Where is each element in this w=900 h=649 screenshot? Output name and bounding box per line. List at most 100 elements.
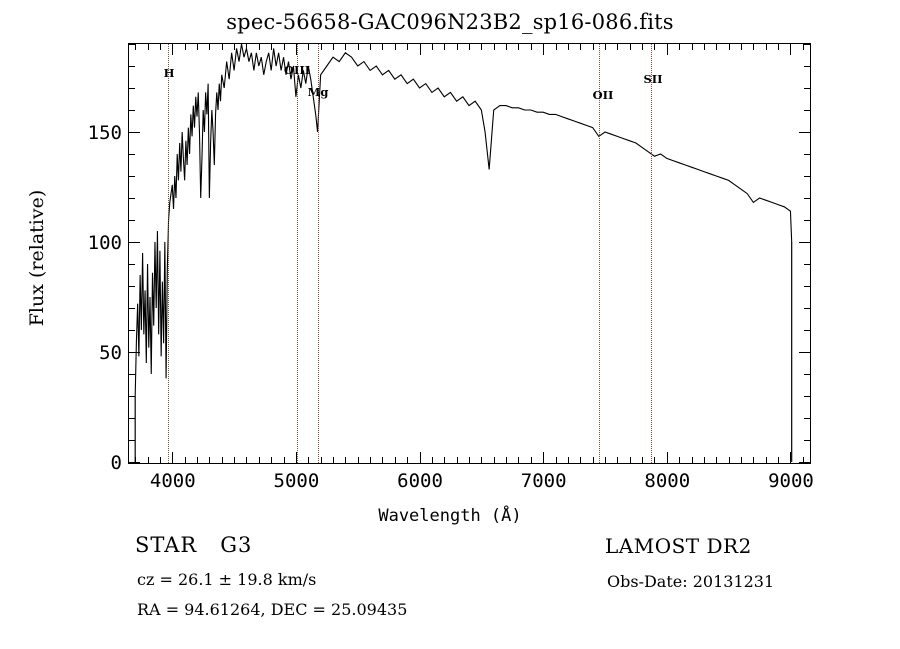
line-label-sii: SII: [643, 72, 663, 86]
minor-x-tick: [753, 44, 755, 50]
line-label-oii: OII: [592, 88, 614, 102]
minor-x-tick: [802, 457, 804, 463]
minor-x-tick: [506, 457, 508, 463]
object-type-and-subclass: STAR G3: [135, 533, 253, 557]
major-x-tick: [172, 452, 174, 463]
y-tick-label: 50: [99, 341, 122, 364]
line-marker-oiii: [296, 44, 298, 463]
minor-x-tick: [629, 457, 631, 463]
minor-y-tick: [129, 88, 135, 89]
page-title: spec-56658-GAC096N23B2_sp16-086.fits: [226, 10, 674, 34]
major-y-tick: [129, 462, 140, 463]
minor-x-tick: [469, 44, 470, 50]
major-x-tick: [295, 452, 297, 463]
minor-x-tick: [802, 44, 804, 50]
minor-x-tick: [493, 44, 495, 50]
minor-x-tick: [197, 457, 198, 463]
minor-x-tick: [518, 44, 520, 50]
minor-x-tick: [469, 457, 470, 463]
minor-x-tick: [703, 44, 705, 50]
minor-y-tick: [129, 44, 135, 45]
major-y-tick: [799, 242, 810, 243]
minor-x-tick: [654, 44, 656, 50]
minor-x-tick: [271, 457, 273, 463]
minor-x-tick: [345, 44, 347, 50]
major-x-tick: [543, 44, 545, 55]
minor-x-tick: [567, 457, 569, 463]
major-y-tick: [129, 132, 140, 133]
y-tick-label: 0: [110, 451, 122, 474]
minor-x-tick: [135, 457, 137, 463]
minor-y-tick: [804, 308, 810, 309]
major-y-tick: [799, 462, 810, 463]
minor-x-tick: [580, 457, 582, 463]
observation-date-text: Obs-Date: 20131231: [607, 572, 775, 591]
y-axis-label: Flux (relative): [26, 189, 48, 327]
minor-x-tick: [728, 44, 730, 50]
minor-x-tick: [456, 44, 458, 50]
minor-x-tick: [221, 44, 223, 50]
minor-x-tick: [407, 457, 409, 463]
minor-x-tick: [580, 44, 582, 50]
minor-y-tick: [804, 418, 810, 419]
major-x-tick: [543, 452, 545, 463]
major-x-tick: [172, 44, 174, 55]
major-x-tick: [295, 44, 297, 55]
minor-x-tick: [530, 457, 532, 463]
minor-x-tick: [703, 457, 705, 463]
minor-x-tick: [765, 457, 767, 463]
minor-y-tick: [129, 396, 135, 397]
minor-x-tick: [271, 44, 273, 50]
minor-x-tick: [481, 457, 483, 463]
minor-x-tick: [555, 44, 557, 50]
minor-x-tick: [679, 44, 681, 50]
major-x-tick: [666, 452, 668, 463]
minor-y-tick: [129, 374, 135, 375]
minor-x-tick: [333, 457, 334, 463]
minor-x-tick: [518, 457, 520, 463]
minor-x-tick: [135, 44, 137, 50]
minor-x-tick: [716, 457, 718, 463]
minor-x-tick: [444, 457, 446, 463]
minor-x-tick: [394, 457, 396, 463]
minor-y-tick: [804, 110, 810, 111]
minor-x-tick: [209, 457, 211, 463]
minor-y-tick: [804, 286, 810, 287]
radial-velocity-text: cz = 26.1 ± 19.8 km/s: [137, 570, 317, 589]
major-x-tick: [790, 452, 792, 463]
minor-x-tick: [209, 44, 211, 50]
minor-y-tick: [804, 88, 810, 89]
minor-y-tick: [129, 440, 135, 441]
minor-x-tick: [197, 44, 198, 50]
minor-x-tick: [234, 457, 236, 463]
major-x-tick: [419, 44, 421, 55]
minor-x-tick: [184, 457, 186, 463]
minor-x-tick: [617, 457, 619, 463]
spectrum-plot: H OIII Mg OII SII: [128, 43, 811, 464]
minor-x-tick: [357, 44, 359, 50]
minor-x-tick: [221, 457, 223, 463]
minor-y-tick: [129, 264, 135, 265]
minor-y-tick: [804, 198, 810, 199]
line-label-mg: Mg: [307, 85, 329, 99]
x-tick-label: 5000: [273, 470, 320, 492]
minor-x-tick: [357, 457, 359, 463]
minor-x-tick: [382, 457, 384, 463]
major-x-tick: [790, 44, 792, 55]
minor-y-tick: [129, 154, 135, 155]
minor-x-tick: [741, 457, 742, 463]
x-axis-label: Wavelength (Å): [378, 506, 522, 526]
minor-x-tick: [320, 44, 322, 50]
minor-x-tick: [246, 457, 248, 463]
minor-y-tick: [129, 66, 135, 67]
minor-x-tick: [159, 44, 161, 50]
minor-y-tick: [129, 198, 135, 199]
minor-x-tick: [592, 457, 594, 463]
minor-x-tick: [283, 44, 285, 50]
minor-x-tick: [629, 44, 631, 50]
major-y-tick: [799, 352, 810, 353]
coordinates-text: RA = 94.61264, DEC = 25.09435: [137, 600, 408, 619]
minor-x-tick: [493, 457, 495, 463]
minor-y-tick: [804, 264, 810, 265]
major-y-tick: [129, 242, 140, 243]
